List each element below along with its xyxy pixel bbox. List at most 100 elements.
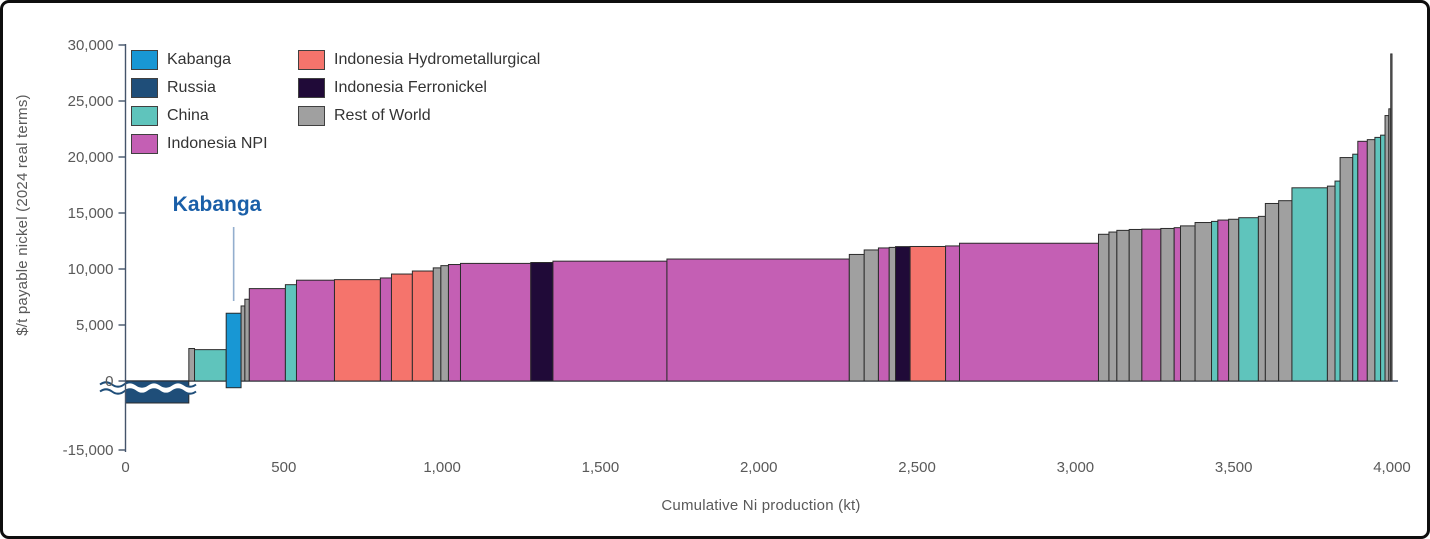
cost-bar-indonesia-npi xyxy=(248,288,286,382)
cost-bar-indonesia-hydrometallurgical xyxy=(909,245,947,382)
cost-bar-indonesia-hydrometallurgical xyxy=(411,270,434,382)
cost-bar-china xyxy=(1211,220,1219,382)
y-tick-label: 10,000 xyxy=(68,261,114,278)
cost-bar-indonesia-npi xyxy=(1217,219,1230,382)
cost-bar-rest-of-world xyxy=(1278,200,1293,382)
cost-bar-china xyxy=(1374,136,1382,382)
legend-item-indonesia-hydrometallurgical: Indonesia Hydrometallurgical xyxy=(298,46,540,74)
cost-bar-rest-of-world xyxy=(848,253,865,382)
axis-break-wave-lower xyxy=(99,388,197,395)
legend-label: Indonesia NPI xyxy=(167,135,268,152)
cost-bar-rest-of-world xyxy=(1097,233,1110,382)
legend-label: Russia xyxy=(167,79,216,96)
cost-bar-indonesia-ferronickel xyxy=(895,246,911,382)
y-tick-label: 15,000 xyxy=(68,205,114,222)
legend-item-china: China xyxy=(131,102,268,130)
cost-bar-indonesia-npi xyxy=(1357,140,1368,382)
cost-bar-china xyxy=(1334,180,1341,382)
legend-label: China xyxy=(167,107,209,124)
legend-item-indonesia-npi: Indonesia NPI xyxy=(131,130,268,158)
cost-bar-china xyxy=(1238,217,1259,382)
cost-bar-indonesia-npi xyxy=(666,258,850,382)
x-axis-title: Cumulative Ni production (kt) xyxy=(661,497,861,514)
legend-item-indonesia-ferronickel: Indonesia Ferronickel xyxy=(298,74,540,102)
x-tick-label: 500 xyxy=(271,459,296,476)
cost-bar-rest-of-world xyxy=(1128,228,1143,382)
cost-bar-rest-of-world xyxy=(1384,115,1390,382)
legend-swatch-icon xyxy=(131,78,158,98)
cost-bar-china xyxy=(1352,153,1359,382)
cost-bar-rest-of-world xyxy=(1179,225,1196,382)
legend-label: Rest of World xyxy=(334,107,431,124)
y-tick-label: 30,000 xyxy=(68,37,114,54)
x-tick-label: 1,500 xyxy=(582,459,620,476)
y-tick-label: -15,000 xyxy=(63,442,114,459)
cost-bar-indonesia-npi xyxy=(459,262,532,382)
x-tick-label: 4,000 xyxy=(1373,459,1411,476)
cost-bar-china xyxy=(1291,187,1328,382)
cost-bar-kabanga xyxy=(225,312,242,389)
cost-bar-china xyxy=(1380,134,1386,382)
cost-bar-indonesia-ferronickel xyxy=(530,262,554,382)
cost-bar-rest-of-world xyxy=(1339,157,1354,382)
cost-bar-rest-of-world xyxy=(188,348,196,382)
legend-swatch-icon xyxy=(131,50,158,70)
cost-bar-indonesia-npi xyxy=(552,260,668,382)
legend-item-russia: Russia xyxy=(131,74,268,102)
legend-swatch-icon xyxy=(131,106,158,126)
cost-bar-rest-of-world xyxy=(1228,218,1240,382)
cost-bar-rest-of-world xyxy=(1390,53,1393,382)
legend-item-rest-of-world: Rest of World xyxy=(298,102,540,130)
cost-bar-indonesia-hydrometallurgical xyxy=(333,279,381,382)
legend-column-2: Indonesia Hydrometallurgical Indonesia Fe… xyxy=(298,46,540,130)
legend-swatch-icon xyxy=(298,50,325,70)
cost-bar-rest-of-world xyxy=(240,305,246,382)
cost-bar-indonesia-npi xyxy=(447,264,461,382)
x-tick-label: 2,500 xyxy=(898,459,936,476)
cost-bar-indonesia-npi xyxy=(1173,227,1181,382)
cost-bar-rest-of-world xyxy=(440,265,449,382)
cost-bar-indonesia-npi xyxy=(1141,228,1162,382)
cost-bar-indonesia-hydrometallurgical xyxy=(390,273,413,382)
x-tick-label: 0 xyxy=(121,459,129,476)
cost-bar-rest-of-world xyxy=(1326,185,1336,382)
cost-bar-rest-of-world xyxy=(1194,222,1213,382)
legend-label: Kabanga xyxy=(167,51,232,68)
cost-bar-indonesia-npi xyxy=(295,279,335,382)
cost-bar-rest-of-world xyxy=(1366,139,1376,382)
x-tick-label: 3,500 xyxy=(1215,459,1253,476)
y-tick-label: 20,000 xyxy=(68,149,114,166)
cost-bar-china xyxy=(284,284,297,382)
y-tick-label: 0 xyxy=(105,373,113,390)
legend-label: Indonesia Ferronickel xyxy=(334,79,487,96)
y-axis-title: $/t payable nickel (2024 real terms) xyxy=(14,94,31,336)
legend-swatch-icon xyxy=(131,134,158,154)
cost-bar-rest-of-world xyxy=(1116,229,1130,382)
y-tick-label: 5,000 xyxy=(76,317,114,334)
cost-bar-indonesia-npi xyxy=(877,247,890,382)
cost-bar-rest-of-world xyxy=(888,246,897,382)
x-tick-label: 3,000 xyxy=(1057,459,1095,476)
x-tick-label: 1,000 xyxy=(423,459,461,476)
legend-swatch-icon xyxy=(298,78,325,98)
cost-bar-indonesia-npi xyxy=(945,245,960,382)
cost-bar-indonesia-npi xyxy=(958,242,1099,382)
cost-bar-rest-of-world xyxy=(1264,202,1280,382)
cost-bar-rest-of-world xyxy=(432,267,442,382)
cost-bar-rest-of-world xyxy=(1160,227,1175,382)
legend-swatch-icon xyxy=(298,106,325,126)
kabanga-callout-label: Kabanga xyxy=(172,193,262,216)
legend-label: Indonesia Hydrometallurgical xyxy=(334,51,541,68)
y-tick-label: 25,000 xyxy=(68,93,114,110)
cost-bar-rest-of-world xyxy=(244,298,250,382)
cost-bar-rest-of-world xyxy=(1108,231,1118,382)
cost-bar-indonesia-npi xyxy=(379,277,392,382)
axis-break-wave-upper xyxy=(99,381,197,388)
x-tick-label: 2,000 xyxy=(740,459,778,476)
cost-bar-rest-of-world xyxy=(863,249,879,382)
cost-bar-china xyxy=(194,349,227,382)
legend-item-kabanga: Kabanga xyxy=(131,46,268,74)
legend-column-1: Kabanga Russia China Indonesia NPI xyxy=(131,46,268,158)
cost-bar-rest-of-world xyxy=(1257,215,1266,382)
